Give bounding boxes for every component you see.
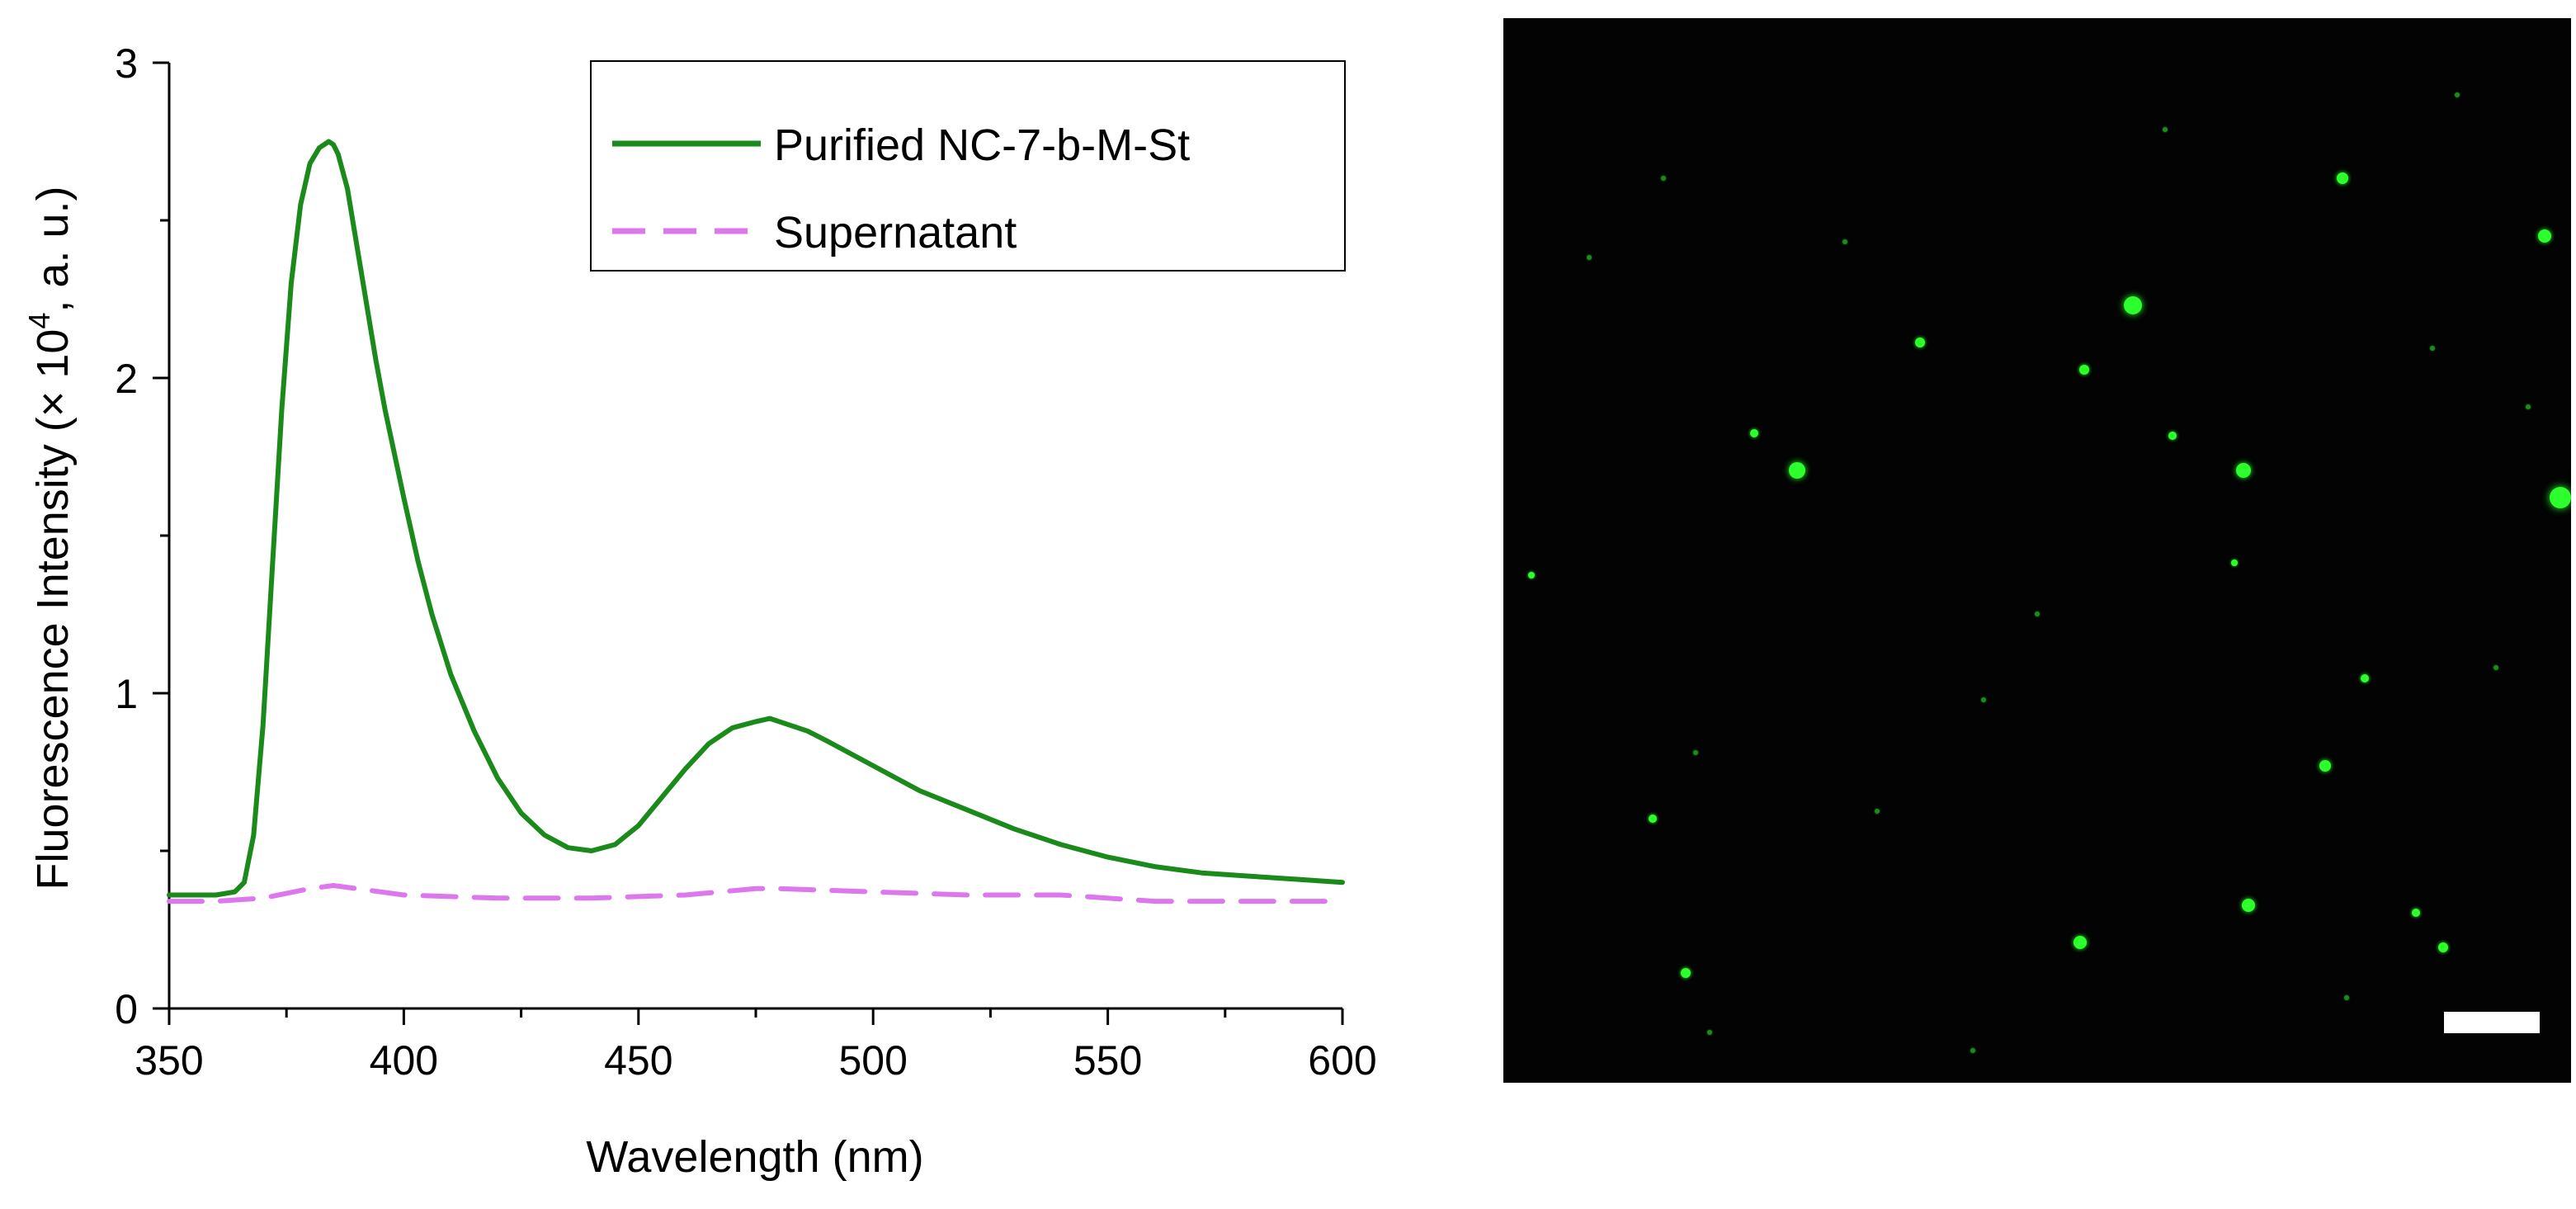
fluorescent-spot [2242,898,2256,912]
plot-series [167,139,1345,904]
x-tick-label: 450 [604,1037,672,1084]
fluorescent-spot [1842,238,1848,244]
fluorescent-spot [2078,364,2089,375]
y-axis-title: Fluorescence Intensity (× 104, a. u.) [22,187,78,890]
fluorescent-spot [1914,338,1925,348]
series-line-0 [167,139,1345,898]
fluorescent-spot [2344,994,2350,1000]
fluorescent-spot [2526,404,2531,409]
plot-ticks: 350 400 450 500 550 600 0 1 2 3 [115,40,1377,1084]
fluorescent-spot [2035,612,2040,617]
fluorescent-spot [1692,750,1698,756]
x-tick-label: 350 [134,1037,203,1084]
fluorescent-spot [1681,968,1691,979]
fluorescent-spot [2429,345,2435,351]
scale-bar [2444,1012,2540,1033]
x-axis-title: Wavelength (nm) [586,1132,923,1182]
fluorescent-spot [2073,935,2087,949]
legend-label-purified: Purified NC-7-b-M-St [774,120,1190,170]
fluorescent-spot [2319,759,2332,772]
spectrum-chart: 350 400 450 500 550 600 0 1 2 3 Wavelength (nm) F… [22,40,1377,1182]
legend: Purified NC-7-b-M-St Supernatant [590,60,1346,272]
x-tick-label: 500 [838,1037,907,1084]
y-tick-label: 3 [115,40,138,87]
legend-box [590,60,1346,272]
y-tick-label: 0 [115,986,138,1032]
y-tick-label: 2 [115,356,138,402]
fluorescent-spot [1874,809,1880,815]
legend-label-supernatant: Supernatant [774,208,1017,257]
x-tick-label: 600 [1308,1037,1376,1084]
fluorescent-spot [1970,1048,1976,1054]
fluorescent-spot [1750,429,1759,438]
fluorescent-spot [2124,296,2143,315]
y-tick-label: 1 [115,671,138,717]
x-tick-label: 400 [370,1037,438,1084]
fluorescent-spot [1527,571,1535,579]
fluorescent-spot [1788,462,1805,479]
fluorescent-spot [2235,463,2251,479]
fluorescent-spot [2493,664,2499,670]
series-line-1 [167,883,1345,904]
fluorescent-spot [2537,229,2551,243]
fluorescent-spot [2163,127,2168,133]
fluorescent-spot [1661,175,1667,181]
fluorescent-spot [2437,942,2448,953]
x-tick-label: 550 [1073,1037,1142,1084]
fluorescent-spot [2361,673,2370,682]
fluorescent-spot [2231,560,2239,567]
fluorescent-spot [1586,255,1592,261]
fluorescent-spot [2412,908,2421,917]
fluorescent-spot [1981,697,1987,702]
fluorescent-spot [2454,92,2460,97]
fluorescence-micrograph [1503,18,2571,1083]
fluorescent-spot [1706,1030,1712,1036]
fluorescent-spot [2337,172,2349,184]
fluorescent-spot [2168,431,2177,440]
fluorescent-spot [1649,815,1658,824]
fluorescent-spot [2550,486,2571,508]
